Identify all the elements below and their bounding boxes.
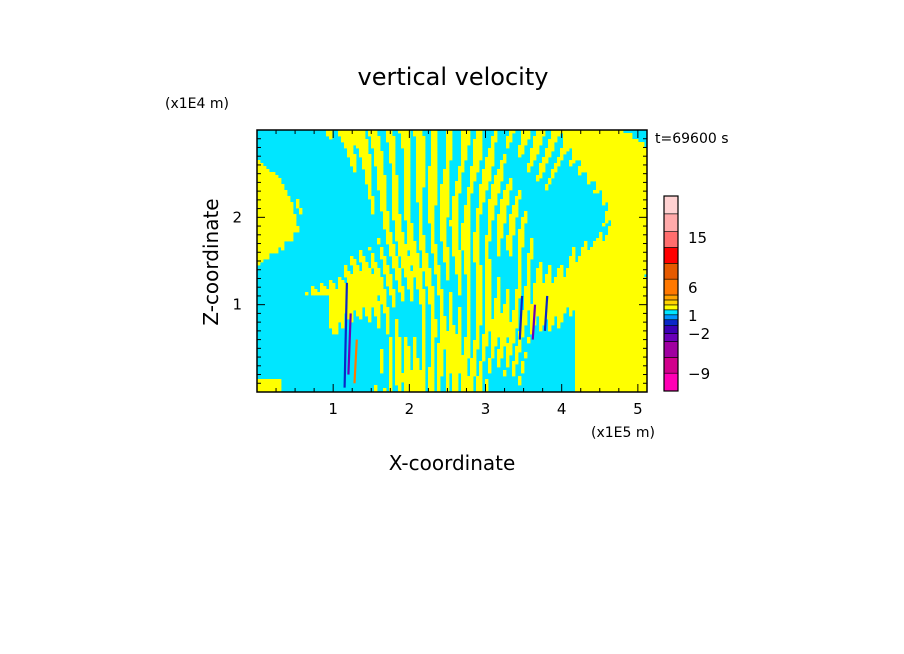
velocity-filament bbox=[531, 304, 537, 340]
x-tick-label: 5 bbox=[633, 400, 643, 418]
colorbar-swatch bbox=[663, 333, 679, 342]
y-tick-label: 1 bbox=[232, 296, 242, 314]
colorbar-swatch bbox=[663, 263, 679, 280]
x-tick-label: 4 bbox=[557, 400, 567, 418]
y-unit-label: (x1E4 m) bbox=[165, 96, 229, 112]
colorbar: 15 6 1−2 −9 bbox=[663, 195, 710, 392]
time-label: t=69600 s bbox=[655, 131, 729, 147]
colorbar-swatch bbox=[663, 247, 679, 264]
colorbar-frame bbox=[663, 195, 679, 392]
axis-ticks: 1 2 3 4 5 1 2 bbox=[232, 130, 647, 418]
colorbar-label: 6 bbox=[688, 279, 698, 297]
colorbar-swatch bbox=[663, 213, 679, 232]
colorbar-swatch bbox=[663, 195, 679, 215]
velocity-filament bbox=[343, 282, 348, 388]
colorbar-swatch bbox=[663, 357, 679, 374]
colorbar-swatch bbox=[663, 314, 679, 321]
velocity-field bbox=[257, 130, 647, 392]
x-tick-label: 1 bbox=[328, 400, 338, 418]
colorbar-swatch bbox=[663, 278, 679, 296]
chart-title: vertical velocity bbox=[358, 63, 549, 91]
colorbar-swatch bbox=[663, 294, 679, 301]
velocity-filament bbox=[518, 295, 524, 340]
y-tick-label: 2 bbox=[232, 208, 242, 226]
colorbar-label: 1 bbox=[688, 307, 698, 325]
colorbar-swatch bbox=[663, 299, 679, 306]
velocity-filament bbox=[353, 339, 358, 384]
velocity-filament bbox=[347, 313, 352, 375]
colorbar-swatch bbox=[663, 319, 679, 326]
y-axis-label: Z-coordinate bbox=[199, 198, 223, 325]
colorbar-label: −9 bbox=[688, 365, 710, 383]
colorbar-swatch bbox=[663, 325, 679, 334]
colorbar-label: −2 bbox=[688, 325, 710, 343]
x-tick-label: 3 bbox=[481, 400, 491, 418]
x-tick-label: 2 bbox=[405, 400, 415, 418]
colorbar-swatch bbox=[663, 304, 679, 311]
colorbar-label: 15 bbox=[688, 229, 707, 247]
colorbar-swatch bbox=[663, 231, 679, 248]
colorbar-swatch bbox=[663, 372, 679, 392]
x-unit-label: (x1E5 m) bbox=[591, 425, 655, 441]
x-axis-label: X-coordinate bbox=[389, 451, 516, 475]
velocity-filament bbox=[543, 295, 549, 331]
colorbar-swatch bbox=[663, 341, 679, 358]
colorbar-swatch bbox=[663, 309, 679, 316]
